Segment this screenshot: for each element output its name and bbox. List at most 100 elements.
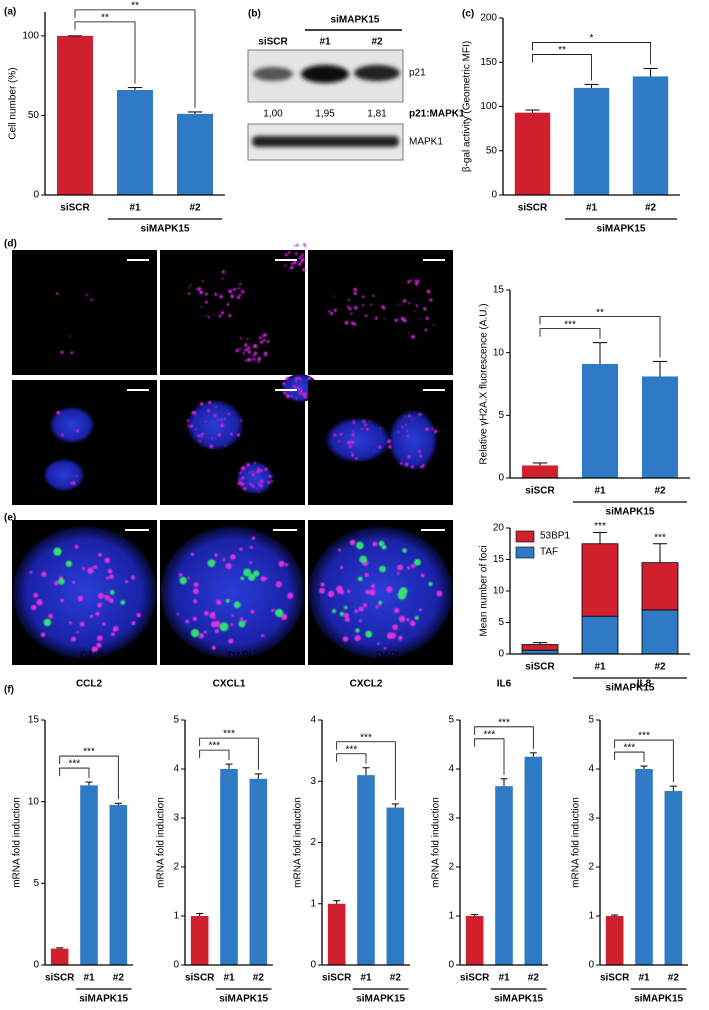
focus — [268, 474, 272, 478]
y-axis-label: mRNA fold induction — [571, 797, 582, 888]
significance-bracket — [614, 739, 674, 783]
focus — [233, 287, 237, 291]
focus — [371, 584, 376, 589]
bar — [80, 785, 98, 965]
focus — [200, 432, 204, 436]
focus — [364, 423, 367, 427]
focus — [401, 426, 404, 429]
focus — [266, 340, 270, 343]
nucleus — [44, 459, 84, 491]
focus — [241, 476, 245, 480]
ratio: 1,00 — [263, 109, 283, 120]
y-tick-label: 5 — [33, 878, 39, 889]
focus — [319, 587, 325, 594]
focus — [48, 613, 54, 619]
focus — [246, 462, 250, 467]
y-tick-label: 5 — [498, 617, 504, 628]
x-tick-label: #2 — [189, 203, 201, 214]
significance-bracket — [74, 9, 196, 108]
panel-label: (c) — [462, 9, 474, 20]
bar — [57, 35, 93, 195]
focus — [97, 635, 103, 642]
focus — [109, 574, 114, 579]
focus — [68, 335, 71, 337]
focus — [200, 306, 203, 308]
y-tick-label: 1 — [173, 911, 179, 922]
focus — [189, 424, 194, 428]
significance-label: *** — [638, 731, 650, 742]
focus — [256, 487, 259, 490]
focus — [359, 555, 367, 564]
focus — [109, 589, 115, 595]
focus — [95, 611, 100, 616]
focus — [239, 471, 242, 474]
focus — [97, 602, 103, 608]
focus — [242, 487, 247, 491]
bar — [109, 804, 128, 965]
focus — [343, 612, 349, 619]
significance-label: *** — [360, 732, 372, 743]
focus — [362, 603, 368, 608]
focus — [259, 479, 264, 484]
focus — [241, 290, 245, 294]
y-tick-label: 0 — [448, 960, 454, 971]
significance-bracket — [74, 21, 136, 84]
focus — [364, 314, 368, 317]
focus — [295, 379, 297, 382]
focus — [72, 580, 75, 584]
focus — [364, 572, 369, 578]
x-tick-label: #2 — [253, 973, 265, 984]
focus — [346, 305, 350, 308]
band-label: MAPK1 — [409, 137, 443, 148]
y-tick-label: 50 — [486, 145, 498, 156]
focus — [211, 645, 216, 650]
focus — [425, 427, 429, 432]
focus — [293, 245, 296, 247]
focus — [402, 299, 407, 303]
focus — [209, 444, 214, 449]
focus — [225, 562, 232, 569]
micrograph — [12, 380, 157, 505]
significance-label: *** — [345, 744, 357, 755]
focus — [297, 387, 302, 391]
focus — [247, 350, 252, 354]
blot-band — [354, 65, 400, 81]
focus — [235, 348, 239, 353]
focus — [404, 415, 407, 418]
x-tick-label: #1 — [594, 662, 606, 673]
bar — [514, 112, 551, 195]
focus — [259, 468, 263, 472]
focus — [285, 377, 289, 381]
focus — [228, 314, 232, 318]
focus — [350, 440, 355, 445]
focus — [400, 304, 403, 306]
focus — [287, 592, 294, 599]
significance-bracket — [474, 726, 534, 749]
legend-label: TAF — [540, 547, 558, 558]
focus — [347, 589, 351, 593]
focus — [240, 348, 242, 350]
focus — [361, 427, 364, 431]
group-label: siMAPK15 — [634, 994, 683, 1005]
focus — [249, 482, 253, 486]
y-tick-label: 1 — [310, 898, 316, 909]
focus — [246, 337, 249, 340]
focus — [193, 582, 199, 588]
focus — [252, 357, 256, 361]
significance-bracket — [532, 54, 592, 81]
focus — [365, 589, 370, 595]
focus — [383, 318, 386, 320]
focus — [87, 567, 94, 574]
focus — [262, 339, 266, 342]
x-tick-label: siSCR — [45, 973, 75, 984]
focus — [231, 614, 235, 618]
focus — [90, 298, 93, 301]
bar — [642, 376, 678, 478]
significance-bracket — [59, 767, 90, 779]
bar — [465, 916, 484, 965]
focus — [243, 568, 251, 577]
x-tick-label: siSCR — [518, 203, 548, 214]
focus — [220, 311, 225, 315]
focus — [349, 539, 356, 546]
focus — [406, 618, 410, 622]
